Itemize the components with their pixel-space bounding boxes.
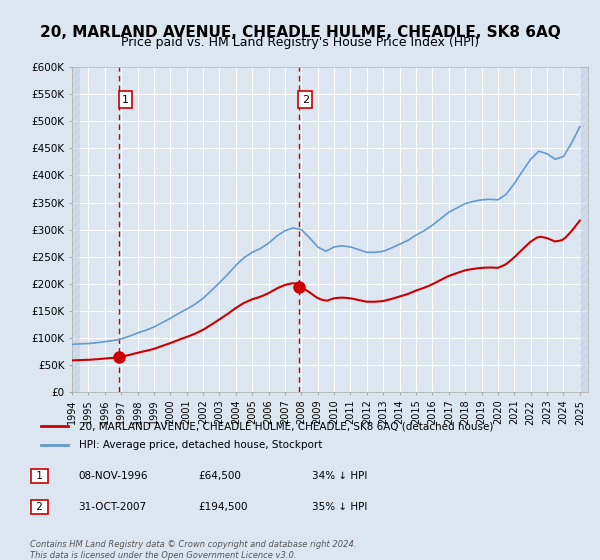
Text: Contains HM Land Registry data © Crown copyright and database right 2024.
This d: Contains HM Land Registry data © Crown c… [30, 540, 356, 560]
Text: 35% ↓ HPI: 35% ↓ HPI [312, 502, 367, 512]
Text: £194,500: £194,500 [198, 502, 248, 512]
Text: 31-OCT-2007: 31-OCT-2007 [78, 502, 146, 512]
Text: 34% ↓ HPI: 34% ↓ HPI [312, 471, 367, 481]
Text: 1: 1 [33, 471, 46, 481]
Text: 2: 2 [33, 502, 46, 512]
Text: 1: 1 [122, 95, 129, 105]
Text: HPI: Average price, detached house, Stockport: HPI: Average price, detached house, Stoc… [79, 440, 322, 450]
Bar [580, 67, 588, 392]
Bar [72, 67, 80, 392]
Text: Price paid vs. HM Land Registry's House Price Index (HPI): Price paid vs. HM Land Registry's House … [121, 36, 479, 49]
Text: £64,500: £64,500 [198, 471, 241, 481]
Text: 2: 2 [302, 95, 309, 105]
Text: 20, MARLAND AVENUE, CHEADLE HULME, CHEADLE, SK8 6AQ (detached house): 20, MARLAND AVENUE, CHEADLE HULME, CHEAD… [79, 421, 493, 431]
Text: 20, MARLAND AVENUE, CHEADLE HULME, CHEADLE, SK8 6AQ: 20, MARLAND AVENUE, CHEADLE HULME, CHEAD… [40, 25, 560, 40]
Text: 08-NOV-1996: 08-NOV-1996 [78, 471, 148, 481]
